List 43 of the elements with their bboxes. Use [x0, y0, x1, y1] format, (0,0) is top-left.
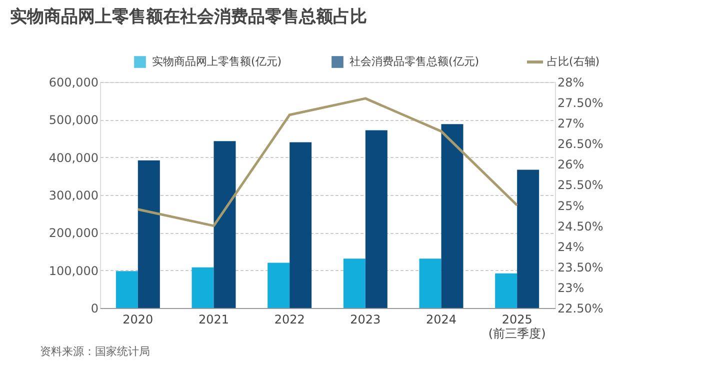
legend-label: 社会消费品零售总额(亿元)	[350, 55, 480, 68]
x-tick-label: 2025 (前三季度)	[488, 312, 546, 340]
bar	[290, 142, 312, 308]
line-series	[136, 97, 518, 228]
bar	[268, 262, 290, 308]
y2-tick-label: 24.50%	[558, 219, 604, 234]
bar	[138, 160, 160, 308]
y2-tick-label: 27%	[558, 116, 584, 131]
bar	[116, 271, 138, 308]
x-tick-label: 2024	[426, 312, 457, 326]
y-tick-label: 500,000	[48, 113, 98, 128]
y2-tick-label: 26.50%	[558, 137, 604, 152]
text: 资料来源：国家统计局	[40, 345, 150, 358]
y-tick-label: 100,000	[48, 264, 98, 278]
y2-tick-label: 28%	[558, 76, 584, 90]
y-tick-label: 200,000	[48, 226, 98, 240]
bar	[441, 124, 464, 308]
y-tick-label: 0	[90, 302, 98, 316]
y2-tick-label: 24%	[558, 240, 584, 254]
y2-tick-label: 27.50%	[558, 96, 604, 110]
x-tick-label: 2021	[198, 312, 230, 326]
y-tick-label: 300,000	[48, 188, 98, 202]
y2-tick-label: 23.50%	[558, 260, 604, 274]
bar	[192, 267, 214, 308]
bar	[419, 258, 442, 308]
bar	[517, 170, 540, 308]
y2-tick-label: 25%	[558, 198, 584, 213]
y-tick-label: 600,000	[48, 76, 98, 90]
x-tick-label: 2020	[122, 312, 154, 326]
bar	[343, 258, 366, 308]
x-tick-label: 2022	[274, 312, 305, 326]
x-tick-label: 2023	[350, 312, 381, 326]
y2-tick-label: 22.50%	[558, 302, 604, 316]
bar	[214, 141, 236, 308]
bar	[365, 130, 388, 308]
chart-title: 实物商品网上零售额在社会消费品零售总额占比	[10, 7, 367, 27]
y2-tick-label: 26%	[558, 158, 584, 172]
y2-tick-label: 23%	[558, 280, 584, 295]
y2-tick-label: 25.50%	[558, 178, 604, 192]
legend-label: 实物商品网上零售额(亿元)	[152, 55, 282, 68]
bar	[495, 273, 518, 308]
y-tick-label: 400,000	[48, 150, 98, 165]
legend-label: 占比(右轴)	[547, 55, 600, 68]
